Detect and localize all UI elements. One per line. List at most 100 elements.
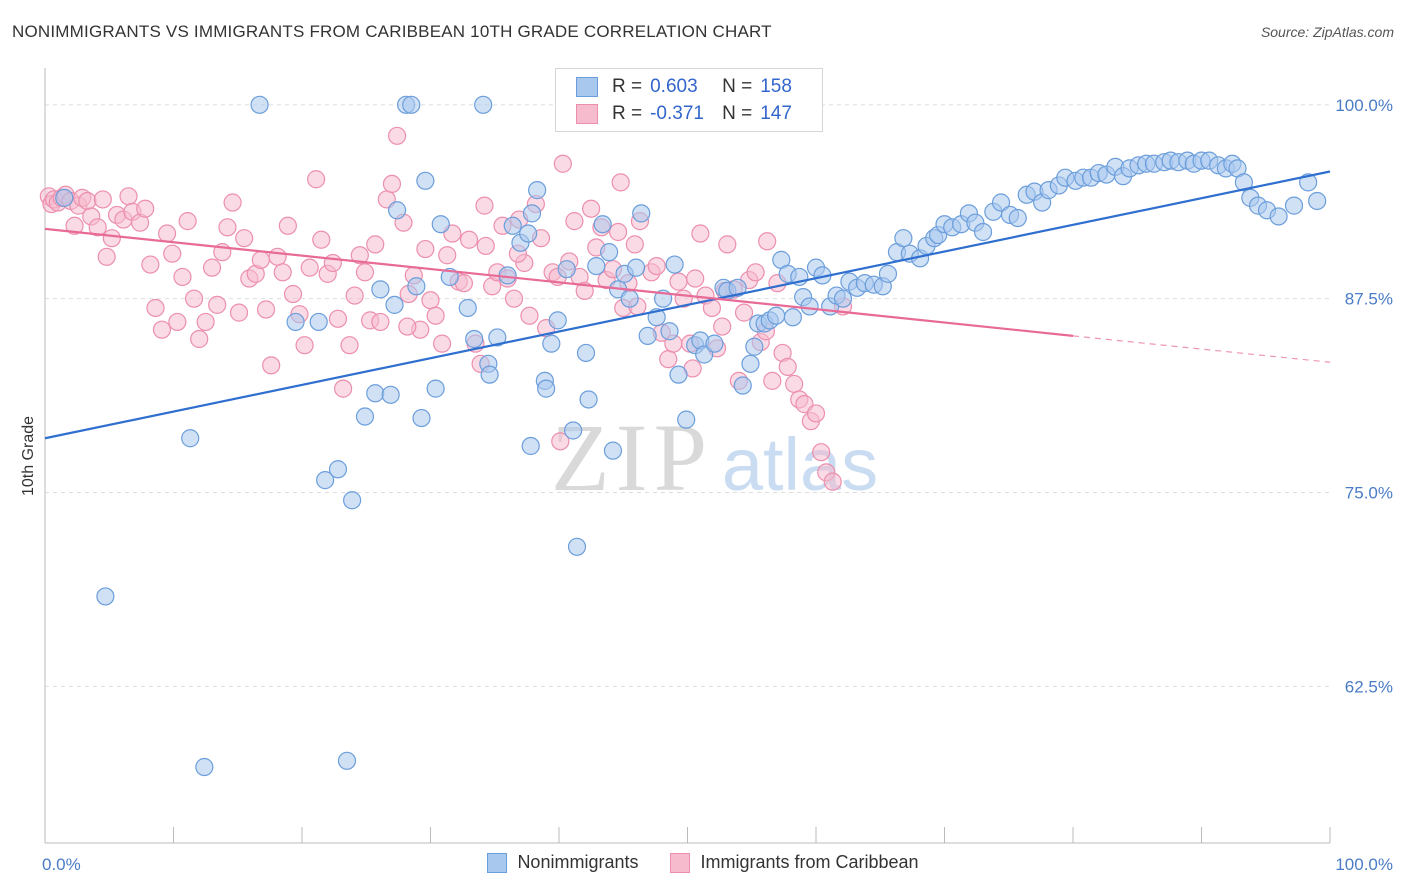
data-point <box>609 222 628 242</box>
data-point <box>96 587 115 606</box>
data-point <box>476 236 495 256</box>
legend-swatch-blue <box>576 77 598 97</box>
data-point <box>398 317 417 336</box>
legend-item-nonimmigrants[interactable]: Nonimmigrants <box>487 852 638 873</box>
data-point <box>660 322 679 341</box>
data-point <box>173 267 192 287</box>
data-point <box>416 239 435 259</box>
data-point <box>519 224 538 243</box>
data-point <box>991 193 1011 212</box>
data-point <box>202 258 222 277</box>
data-point <box>746 263 765 282</box>
series-immigrants-from-caribbean <box>39 95 853 491</box>
data-point <box>625 235 644 254</box>
data-point <box>812 443 831 462</box>
data-point <box>763 371 782 390</box>
data-point <box>823 472 842 491</box>
series-nonimmigrants <box>55 95 1327 777</box>
data-point <box>438 246 457 265</box>
data-point <box>458 298 477 318</box>
y-tick-label: 62.5% <box>1345 677 1393 696</box>
data-point <box>800 297 819 316</box>
data-point <box>382 174 402 194</box>
trend-line-caribbean <box>44 227 1074 337</box>
data-point <box>647 256 666 276</box>
data-point <box>718 235 737 254</box>
watermark: ZIP atlas <box>551 404 878 511</box>
trend-line-nonimmigrants <box>44 170 1331 440</box>
data-point <box>190 329 209 349</box>
data-point <box>565 212 584 231</box>
data-point <box>665 255 684 274</box>
data-point <box>334 379 353 398</box>
data-point <box>426 306 445 325</box>
data-point <box>432 334 452 353</box>
data-point <box>587 256 606 276</box>
data-point <box>778 357 797 377</box>
data-point <box>407 277 426 296</box>
data-point <box>440 267 459 287</box>
data-point <box>503 216 522 235</box>
data-point <box>973 222 993 242</box>
data-point <box>728 278 747 297</box>
data-point <box>402 95 421 114</box>
data-point <box>328 460 348 479</box>
data-point <box>195 757 214 777</box>
data-point <box>387 201 407 220</box>
data-point <box>268 247 287 266</box>
data-point <box>1269 207 1288 226</box>
y-tick-label: 100.0% <box>1335 96 1393 115</box>
data-point <box>576 343 596 363</box>
data-point <box>1008 208 1027 228</box>
data-point <box>102 229 121 248</box>
x-tick-label: 0.0% <box>42 855 81 874</box>
data-point <box>88 218 107 237</box>
data-point <box>669 272 688 291</box>
data-point <box>600 243 619 262</box>
data-point <box>328 309 348 328</box>
data-point <box>686 269 705 288</box>
y-tick-label: 75.0% <box>1345 484 1393 503</box>
correlation-legend: R = 0.603 N = 158 R = -0.371 N = 147 <box>555 68 823 132</box>
data-point <box>300 258 319 277</box>
data-point <box>548 311 567 330</box>
data-point <box>381 385 400 404</box>
data-point <box>345 286 364 305</box>
data-point <box>480 365 499 384</box>
data-point <box>343 491 362 510</box>
data-point <box>307 170 326 189</box>
data-point <box>163 244 182 263</box>
source-label: Source: ZipAtlas.com <box>1260 24 1394 40</box>
data-point <box>611 173 630 192</box>
data-point <box>181 429 200 448</box>
data-point <box>677 410 696 429</box>
data-point <box>833 289 853 308</box>
data-point <box>426 379 445 398</box>
data-point <box>564 421 583 440</box>
legend-row-nonimmigrants: R = 0.603 N = 158 <box>576 73 792 101</box>
legend-n-value: 147 <box>760 103 792 124</box>
data-point <box>1299 173 1318 192</box>
legend-n-label: N = <box>722 103 753 124</box>
y-axis-label: 10th Grade <box>20 416 37 496</box>
tick-labels: 62.5% 75.0% 87.5% 100.0% 0.0% 100.0% <box>42 96 1393 874</box>
legend-swatch-pink <box>670 852 691 873</box>
data-point <box>659 350 678 369</box>
data-point <box>355 263 375 282</box>
y-tick-label: 87.5% <box>1345 290 1393 309</box>
legend-item-caribbean[interactable]: Immigrants from Caribbean <box>670 852 919 873</box>
data-point <box>1234 173 1254 192</box>
data-point <box>705 334 724 353</box>
data-point <box>504 289 524 308</box>
data-point <box>178 212 197 231</box>
x-tick-label: 100.0% <box>1335 855 1393 874</box>
data-point <box>1284 196 1304 215</box>
legend-r-value: -0.371 <box>650 103 704 124</box>
data-point <box>474 95 493 114</box>
data-point <box>488 328 507 347</box>
watermark-atlas: atlas <box>722 423 878 506</box>
data-point <box>97 247 116 266</box>
data-point <box>250 95 269 114</box>
data-point <box>713 317 732 336</box>
